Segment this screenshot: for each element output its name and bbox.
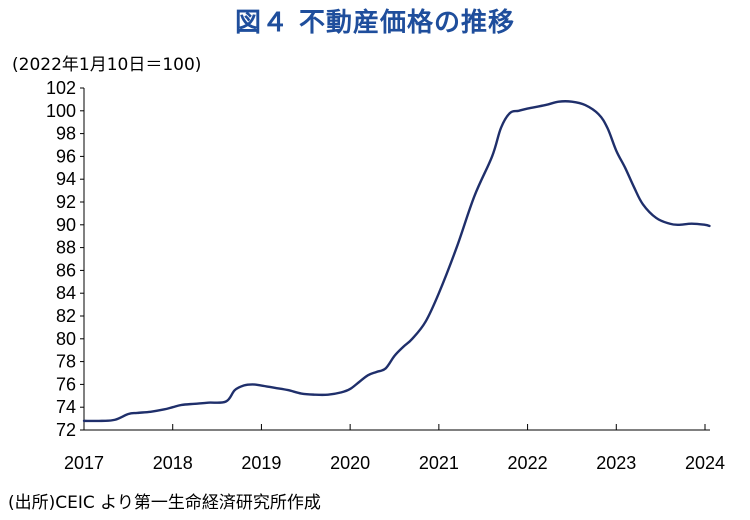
y-tick-label: 102 (46, 78, 76, 98)
y-tick-label: 98 (56, 124, 76, 144)
chart-title: 図４ 不動産価格の推移 (234, 8, 516, 38)
y-tick-label: 90 (56, 215, 76, 235)
y-tick-label: 72 (56, 420, 76, 440)
y-tick-label: 92 (56, 192, 76, 212)
x-tick-label: 2020 (330, 453, 370, 473)
y-tick-label: 80 (56, 329, 76, 349)
y-tick-label: 96 (56, 146, 76, 166)
x-tick-label: 2022 (508, 453, 548, 473)
y-tick-label: 76 (56, 374, 76, 394)
y-tick-label: 86 (56, 260, 76, 280)
y-tick-label: 78 (56, 352, 76, 372)
x-tick-label: 2024 (685, 453, 725, 473)
x-tick-label: 2019 (241, 453, 281, 473)
source-note: (出所)CEIC より第一生命経済研究所作成 (8, 493, 321, 513)
y-tick-label: 100 (46, 101, 76, 121)
y-axis-unit-label: (2022年1月10日＝100) (12, 55, 202, 75)
x-tick-label: 2017 (64, 453, 104, 473)
y-tick-label: 84 (56, 283, 76, 303)
y-tick-label: 94 (56, 169, 76, 189)
x-tick-label: 2021 (419, 453, 459, 473)
series-line-price-index (82, 100, 711, 423)
x-tick-label: 2023 (596, 453, 636, 473)
y-tick-label: 74 (56, 397, 76, 417)
y-tick-label: 82 (56, 306, 76, 326)
x-axis: 2017 2018 2019 2020 2021 2022 2023 2024 (64, 424, 725, 473)
y-tick-label: 88 (56, 238, 76, 258)
x-tick-label: 2018 (153, 453, 193, 473)
